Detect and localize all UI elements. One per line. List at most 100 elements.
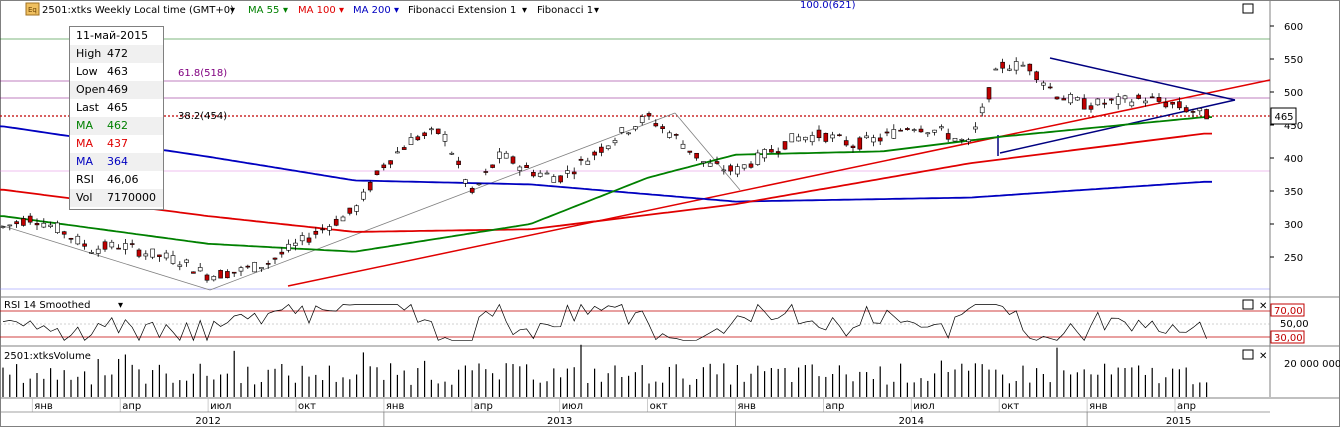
candle-up (1122, 95, 1128, 100)
candle-up (911, 129, 917, 131)
fib-ext-line-a[interactable] (0, 224, 211, 291)
candle-up (177, 264, 183, 267)
info-row-vol: Vol 7170000 (70, 189, 163, 207)
candle-down (898, 129, 903, 132)
info-value: 469 (107, 83, 128, 96)
candle-up (476, 183, 482, 186)
candle-down (313, 230, 319, 235)
info-value: 364 (107, 155, 128, 168)
candle-down (136, 249, 142, 257)
candle-up (585, 160, 591, 165)
candle-up (1075, 97, 1080, 101)
symbol-dropdown-icon[interactable]: ▾ (230, 5, 235, 16)
candle-up (993, 68, 999, 71)
info-key: Vol (76, 191, 93, 204)
info-row-open: Open 469 (70, 81, 163, 99)
candle-down (34, 223, 40, 226)
candle-down (27, 215, 33, 223)
trendlines[interactable] (0, 57, 1271, 291)
candle-up (735, 166, 740, 175)
candle-down (1088, 105, 1094, 110)
price-tick-label: 250 (1284, 253, 1303, 264)
candle-down (490, 164, 495, 168)
close-volume-icon[interactable]: ✕ (1259, 351, 1267, 362)
rsi-line[interactable] (2, 303, 1207, 342)
fib-legend[interactable]: Fibonacci 1 (537, 5, 593, 16)
ma55-legend[interactable]: MA 55 (248, 5, 279, 16)
rsi-dropdown-icon[interactable]: ▾ (118, 300, 123, 311)
volume-bars[interactable] (2, 344, 1208, 397)
candle-down (1170, 101, 1175, 105)
candle-up (184, 259, 189, 263)
candle-up (667, 132, 672, 138)
candle-up (143, 253, 149, 257)
candle-up (809, 135, 815, 143)
candle-down (1027, 63, 1033, 72)
candle-up (1095, 98, 1101, 106)
candle-down (524, 165, 529, 169)
ma100-dropdown-icon[interactable]: ▾ (339, 5, 344, 16)
ma100-legend[interactable]: MA 100 (298, 5, 336, 16)
info-row-ma200: MA 364 (70, 153, 163, 171)
candle-up (429, 128, 434, 131)
candle-up (612, 140, 618, 144)
candle-up (286, 243, 291, 251)
rsi-70-label: 70,00 (1274, 306, 1303, 317)
fib-dropdown-icon[interactable]: ▾ (594, 5, 599, 16)
candle-up (89, 251, 94, 254)
ma55-dropdown-icon[interactable]: ▾ (283, 5, 288, 16)
candle-down (347, 207, 353, 214)
last-price-box (1270, 107, 1297, 125)
symbol-icon[interactable] (25, 2, 40, 16)
candle-up (517, 166, 523, 171)
fib-ext-line-b[interactable] (209, 112, 676, 291)
candle-down (191, 271, 196, 274)
rsi-50-label: 50,00 (1280, 319, 1309, 330)
price-tick-label: 350 (1284, 187, 1303, 198)
trendline-support-red[interactable] (287, 79, 1271, 287)
fib-ext-line-c[interactable] (674, 112, 741, 191)
symbol-icon-glyph: Eq (28, 6, 37, 14)
candle-up (721, 169, 727, 172)
candle-up (1013, 61, 1019, 71)
candle-down (578, 158, 584, 161)
ma200-dropdown-icon[interactable]: ▾ (394, 5, 399, 16)
maximize-price-icon[interactable] (1242, 3, 1254, 14)
candle-down (531, 172, 536, 177)
maximize-rsi-icon[interactable] (1242, 299, 1254, 310)
info-row-ma55: MA 462 (70, 117, 163, 135)
month-label: янв (386, 401, 405, 412)
triangle-upper-line[interactable] (1049, 57, 1236, 101)
candle-down (748, 163, 754, 168)
candle-up (966, 139, 971, 142)
candle-down (1177, 101, 1182, 109)
candle-up (619, 127, 625, 133)
candle-down (884, 131, 890, 134)
candle-down (673, 134, 679, 136)
candle-down (843, 140, 849, 146)
candle-up (1020, 64, 1026, 67)
candle-down (265, 263, 271, 265)
maximize-volume-icon[interactable] (1242, 349, 1254, 360)
fib-ext-legend[interactable]: Fibonacci Extension 1 (408, 5, 516, 16)
candle-up (633, 126, 638, 130)
year-label: 2013 (547, 416, 572, 427)
candle-up (1197, 108, 1203, 112)
candle-down (694, 152, 699, 159)
symbol-label[interactable]: 2501:xtks Weekly Local time (GMT+0) (42, 5, 234, 16)
moving-averages[interactable] (0, 116, 1212, 253)
candle-up (41, 222, 47, 228)
candle-down (367, 181, 373, 191)
ma200-legend[interactable]: MA 200 (353, 5, 391, 16)
fib-ext-dropdown-icon[interactable]: ▾ (522, 5, 527, 16)
close-rsi-icon[interactable]: ✕ (1259, 301, 1267, 312)
candle-up (497, 151, 502, 159)
rsi-title[interactable]: RSI 14 Smoothed (4, 300, 90, 311)
volume-title[interactable]: 2501:xtksVolume (4, 351, 91, 362)
time-axis[interactable]: янв апр июл окт янв апр июл окт янв апр июл окт янв а… (0, 398, 1270, 427)
price-axis-ticks: 250 300 350 400 450 500 550 600 (1270, 22, 1303, 264)
triangle-lower-line[interactable] (999, 99, 1236, 154)
ma100-line (0, 132, 1212, 233)
candlestick-series[interactable] (0, 57, 1209, 283)
